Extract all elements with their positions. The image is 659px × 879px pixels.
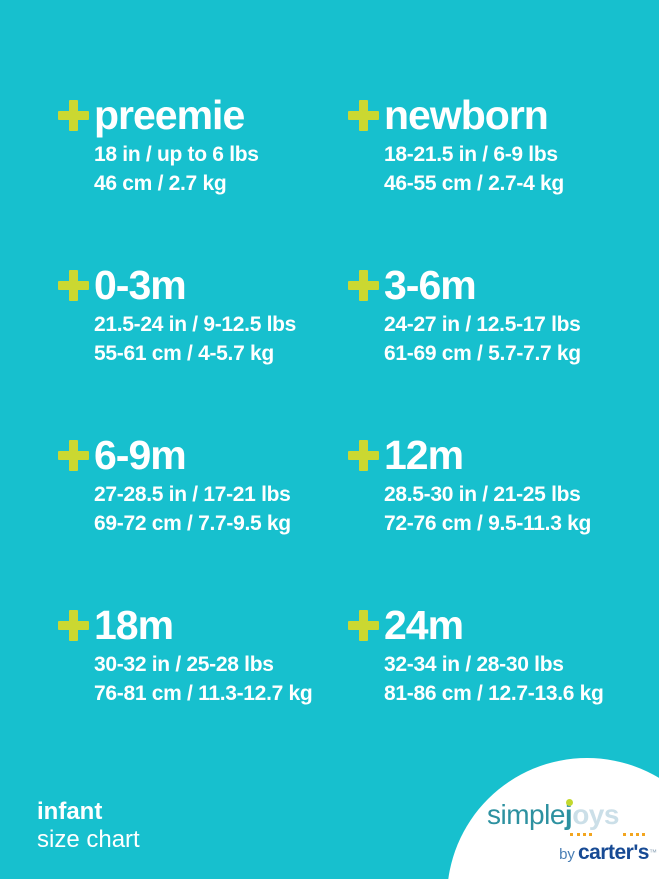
size-metric: 46 cm / 2.7 kg <box>94 172 227 195</box>
size-imperial: 18 in / up to 6 lbs <box>94 143 259 166</box>
dots-segment <box>623 833 645 836</box>
size-entry-newborn: newborn 18-21.5 in / 6-9 lbs 46-55 cm / … <box>348 93 638 263</box>
size-metric: 69-72 cm / 7.7-9.5 kg <box>94 512 291 535</box>
size-entry-12m: 12m 28.5-30 in / 21-25 lbs 72-76 cm / 9.… <box>348 433 638 603</box>
trademark-symbol: ™ <box>649 848 657 857</box>
footer-label: size chart <box>37 826 140 853</box>
size-metric: 76-81 cm / 11.3-12.7 kg <box>94 682 313 705</box>
plus-icon <box>58 100 89 131</box>
logo-joys-text: joys <box>565 799 619 830</box>
plus-icon <box>348 270 379 301</box>
size-text: 6-9m 27-28.5 in / 17-21 lbs 69-72 cm / 7… <box>94 433 291 538</box>
logo-byline: by carter's™ <box>487 841 657 865</box>
plus-icon <box>348 440 379 471</box>
size-metric: 55-61 cm / 4-5.7 kg <box>94 342 274 365</box>
plus-icon <box>58 610 89 641</box>
size-imperial: 32-34 in / 28-30 lbs <box>384 653 564 676</box>
size-label: 6-9m <box>94 432 187 478</box>
size-text: 3-6m 24-27 in / 12.5-17 lbs 61-69 cm / 5… <box>384 263 581 368</box>
size-entry-0-3m: 0-3m 21.5-24 in / 9-12.5 lbs 55-61 cm / … <box>58 263 348 433</box>
footer: infant size chart <box>37 798 140 854</box>
plus-icon <box>58 270 89 301</box>
size-metric: 61-69 cm / 5.7-7.7 kg <box>384 342 581 365</box>
size-text: 18m 30-32 in / 25-28 lbs 76-81 cm / 11.3… <box>94 602 313 708</box>
plus-icon <box>348 100 379 131</box>
size-entry-6-9m: 6-9m 27-28.5 in / 17-21 lbs 69-72 cm / 7… <box>58 433 348 603</box>
size-label: 0-3m <box>94 262 187 308</box>
size-label: 24m <box>384 602 464 648</box>
size-imperial: 30-32 in / 25-28 lbs <box>94 653 274 676</box>
size-label: 3-6m <box>384 262 477 308</box>
logo-j-letter: j <box>564 799 574 830</box>
size-label: newborn <box>384 92 549 138</box>
size-entry-preemie: preemie 18 in / up to 6 lbs 46 cm / 2.7 … <box>58 93 348 263</box>
size-imperial: 18-21.5 in / 6-9 lbs <box>384 143 558 166</box>
size-imperial: 21.5-24 in / 9-12.5 lbs <box>94 313 297 336</box>
size-entry-24m: 24m 32-34 in / 28-30 lbs 81-86 cm / 12.7… <box>348 603 638 773</box>
size-label: 18m <box>94 602 174 648</box>
dotted-underline-icon <box>570 833 645 836</box>
logo-by-text: by <box>559 846 575 863</box>
size-metric: 72-76 cm / 9.5-11.3 kg <box>384 512 592 535</box>
footer-category: infant <box>37 798 103 825</box>
size-text: 0-3m 21.5-24 in / 9-12.5 lbs 55-61 cm / … <box>94 263 296 368</box>
plus-icon <box>348 610 379 641</box>
size-imperial: 28.5-30 in / 21-25 lbs <box>384 483 581 506</box>
logo-simple-text: simple <box>487 799 565 830</box>
plus-icon <box>58 440 89 471</box>
size-text: 12m 28.5-30 in / 21-25 lbs 72-76 cm / 9.… <box>384 433 591 538</box>
size-label: 12m <box>384 432 464 478</box>
dots-segment <box>570 833 592 836</box>
size-text: 24m 32-34 in / 28-30 lbs 81-86 cm / 12.7… <box>384 603 604 708</box>
logo-wordmark: simplejoys <box>487 799 657 835</box>
size-text: preemie 18 in / up to 6 lbs 46 cm / 2.7 … <box>94 93 259 198</box>
size-entry-3-6m: 3-6m 24-27 in / 12.5-17 lbs 61-69 cm / 5… <box>348 263 638 433</box>
logo-oys-letters: oys <box>572 799 619 830</box>
size-metric: 46-55 cm / 2.7-4 kg <box>384 172 564 195</box>
size-text: newborn 18-21.5 in / 6-9 lbs 46-55 cm / … <box>384 93 564 198</box>
logo-carters-text: carter's <box>577 841 650 864</box>
simple-joys-logo: simplejoys by carter's™ <box>487 799 657 865</box>
brand-circle: simplejoys by carter's™ <box>447 758 659 879</box>
size-entry-18m: 18m 30-32 in / 25-28 lbs 76-81 cm / 11.3… <box>58 603 348 773</box>
size-grid: preemie 18 in / up to 6 lbs 46 cm / 2.7 … <box>58 93 638 773</box>
size-label: preemie <box>94 92 245 138</box>
size-metric: 81-86 cm / 12.7-13.6 kg <box>384 682 604 705</box>
size-imperial: 27-28.5 in / 17-21 lbs <box>94 483 291 506</box>
size-imperial: 24-27 in / 12.5-17 lbs <box>384 313 581 336</box>
